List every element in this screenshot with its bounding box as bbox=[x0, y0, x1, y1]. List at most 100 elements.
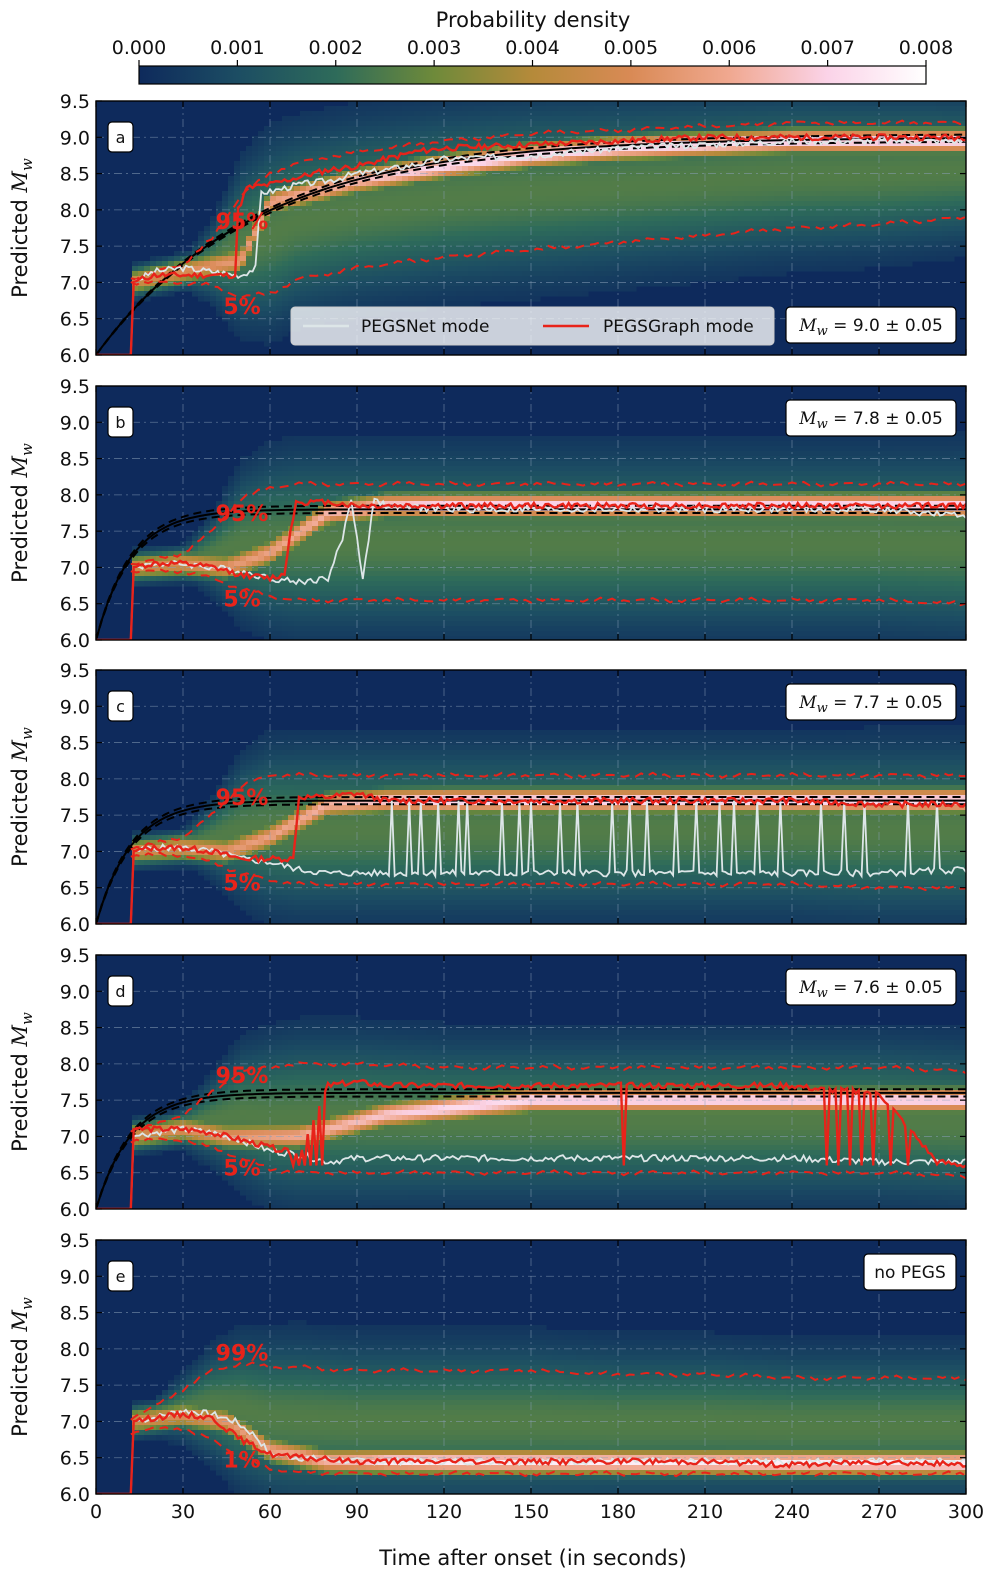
density-cell bbox=[636, 236, 643, 242]
density-cell bbox=[936, 186, 943, 192]
density-cell bbox=[252, 231, 259, 237]
density-cell bbox=[816, 211, 823, 217]
density-cell bbox=[546, 261, 553, 267]
density-cell bbox=[882, 186, 889, 192]
density-cell bbox=[714, 196, 721, 202]
density-cell bbox=[390, 251, 397, 257]
density-cell bbox=[552, 206, 559, 212]
density-cell bbox=[870, 261, 877, 267]
density-cell bbox=[558, 231, 565, 237]
density-cell bbox=[618, 191, 625, 197]
density-cell bbox=[720, 226, 727, 232]
density-cell bbox=[804, 151, 811, 157]
density-cell bbox=[246, 291, 253, 297]
density-cell bbox=[330, 251, 337, 257]
density-cell bbox=[444, 281, 451, 287]
density-cell bbox=[432, 191, 439, 197]
density-cell bbox=[444, 221, 451, 227]
density-cell bbox=[474, 176, 481, 182]
density-cell bbox=[390, 161, 397, 167]
density-cell bbox=[546, 126, 553, 132]
density-cell bbox=[276, 306, 283, 312]
density-cell bbox=[252, 211, 259, 217]
density-cell bbox=[252, 151, 259, 157]
density-cell bbox=[852, 111, 859, 117]
density-cell bbox=[606, 206, 613, 212]
density-cell bbox=[786, 131, 793, 137]
density-cell bbox=[390, 136, 397, 142]
density-cell bbox=[732, 161, 739, 167]
density-cell bbox=[810, 226, 817, 232]
density-cell bbox=[522, 236, 529, 242]
density-cell bbox=[882, 251, 889, 257]
density-cell bbox=[570, 291, 577, 297]
density-cell bbox=[348, 256, 355, 262]
density-cell bbox=[618, 181, 625, 187]
density-cell bbox=[282, 271, 289, 277]
density-cell bbox=[324, 206, 331, 212]
density-cell bbox=[618, 186, 625, 192]
density-cell bbox=[708, 131, 715, 137]
density-cell bbox=[924, 106, 931, 112]
density-cell bbox=[924, 151, 931, 157]
density-cell bbox=[552, 126, 559, 132]
density-cell bbox=[480, 246, 487, 252]
density-cell bbox=[420, 101, 427, 107]
density-cell bbox=[366, 101, 373, 107]
density-cell bbox=[246, 156, 253, 162]
density-cell bbox=[570, 246, 577, 252]
density-cell bbox=[840, 161, 847, 167]
density-cell bbox=[432, 156, 439, 162]
density-cell bbox=[498, 101, 505, 107]
density-cell bbox=[510, 206, 517, 212]
density-cell bbox=[240, 226, 247, 232]
density-cell bbox=[864, 191, 871, 197]
pegsnet-mode-line bbox=[96, 136, 966, 355]
density-cell bbox=[672, 231, 679, 237]
density-cell bbox=[660, 231, 667, 237]
density-cell bbox=[708, 106, 715, 112]
density-cell bbox=[300, 131, 307, 137]
density-cell bbox=[900, 251, 907, 257]
density-cell bbox=[414, 196, 421, 202]
colorbar: Probability density 0.000 0.001 0.002 0.003… bbox=[112, 8, 953, 85]
density-cell bbox=[870, 161, 877, 167]
density-cell bbox=[270, 301, 277, 307]
density-cell bbox=[516, 231, 523, 237]
density-cell bbox=[252, 276, 259, 282]
density-cell bbox=[486, 141, 493, 147]
density-cell bbox=[456, 101, 463, 107]
density-cell bbox=[354, 276, 361, 282]
density-cell bbox=[402, 116, 409, 122]
density-cell bbox=[366, 216, 373, 222]
density-cell bbox=[768, 246, 775, 252]
density-cell bbox=[546, 166, 553, 172]
density-cell bbox=[360, 286, 367, 292]
density-cell bbox=[528, 216, 535, 222]
density-cell bbox=[522, 131, 529, 137]
density-cell bbox=[948, 166, 955, 172]
density-cell bbox=[936, 181, 943, 187]
density-cell bbox=[942, 141, 949, 147]
density-cell bbox=[630, 156, 637, 162]
density-cell bbox=[408, 146, 415, 152]
density-cell bbox=[564, 271, 571, 277]
density-cell bbox=[444, 231, 451, 237]
density-cell bbox=[546, 286, 553, 292]
density-cell bbox=[450, 176, 457, 182]
density-cell bbox=[828, 216, 835, 222]
density-cell bbox=[246, 181, 253, 187]
density-cell bbox=[744, 246, 751, 252]
density-cell bbox=[762, 216, 769, 222]
density-cell bbox=[270, 261, 277, 267]
density-cell bbox=[372, 171, 379, 177]
density-cell bbox=[912, 106, 919, 112]
density-cell bbox=[672, 266, 679, 272]
density-cell bbox=[156, 291, 163, 297]
density-cell bbox=[894, 231, 901, 237]
density-cell bbox=[282, 316, 289, 322]
density-cell bbox=[606, 246, 613, 252]
density-cell bbox=[222, 221, 229, 227]
density-cell bbox=[708, 196, 715, 202]
density-cell bbox=[666, 256, 673, 262]
